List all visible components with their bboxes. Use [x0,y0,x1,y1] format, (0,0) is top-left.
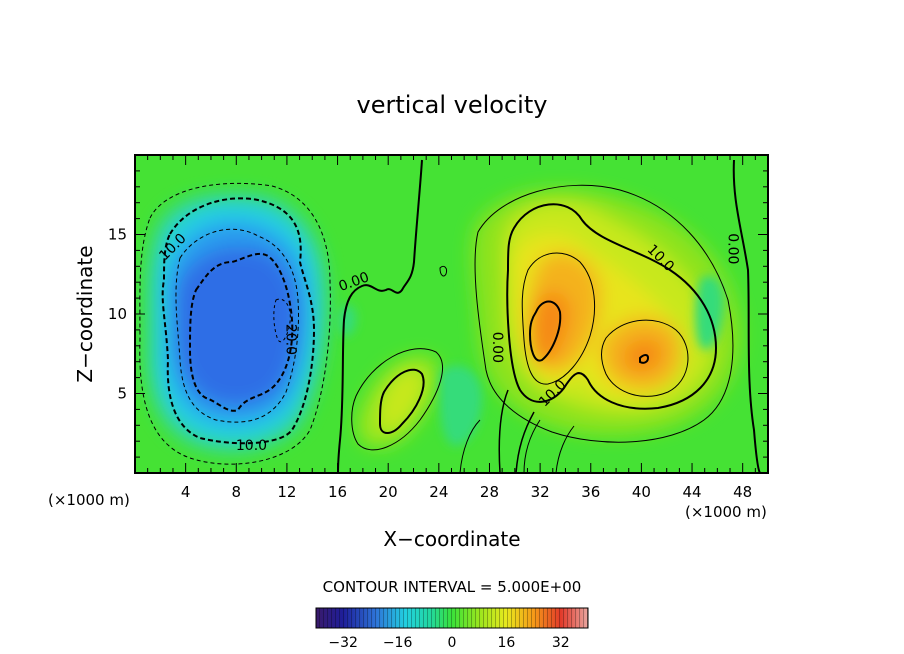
contour-zero-right [732,159,761,473]
colorbar-tick-label: 0 [448,635,457,651]
weak-negative-patches [337,275,725,446]
contour-neg-25 [273,298,291,343]
colorbar-tick-label: 32 [552,635,570,651]
colorbar-tick-label: 16 [497,635,515,651]
x-axis-unit: (×1000 m) [685,503,767,521]
negative-velocity-region [147,193,327,452]
y-tick-label: 5 [117,385,127,403]
contour-zero-low [498,389,535,473]
y-axis-ticks: 5 10 15 [108,170,768,458]
x-tick-label: 40 [632,483,651,501]
contour-label: 0.00 [725,233,741,264]
y-tick-label: 10 [108,305,127,323]
contour-neg-5 [139,182,331,465]
x-tick-label: 44 [682,483,701,501]
contour-neg-20 [188,252,294,412]
contour-zero-central [337,159,423,473]
y-axis-unit: (×1000 m) [48,491,130,509]
positive-velocity-region [357,189,741,448]
x-axis-label: X−coordinate [383,527,520,551]
contour-interval-text: CONTOUR INTERVAL = 5.000E+00 [323,578,582,596]
colorbar-ticks: −32 −16 0 16 32 [328,635,569,651]
x-tick-label: 36 [581,483,600,501]
x-tick-label: 20 [379,483,398,501]
x-tick-label: 28 [480,483,499,501]
colorbar-stripes [316,608,588,628]
colorbar: −32 −16 0 16 32 [315,607,589,651]
contour-pos-20b [639,354,650,364]
x-tick-label: 32 [531,483,550,501]
contour-label: 0.00 [489,332,505,363]
x-tick-label: 12 [277,483,296,501]
contour-label: 20.0 [283,324,299,355]
x-tick-label: 8 [232,483,242,501]
colorbar-tick-label: −16 [383,635,413,651]
y-axis-label: Z−coordinate [73,245,97,382]
contour-neg-15 [175,228,299,423]
contour-bottom-squiggles [459,419,575,473]
x-tick-label: 16 [328,483,347,501]
contour-pos-15b [601,319,689,397]
contour-pos-10 [506,203,718,410]
contour-pos-5 [474,184,734,443]
x-tick-label: 4 [181,483,191,501]
x-tick-label: 48 [733,483,752,501]
contour-small-loop [439,265,447,277]
x-axis-ticks: 4 8 12 16 20 24 28 32 36 40 44 48 [147,155,756,501]
y-tick-label: 15 [108,226,127,244]
contour-label: 10.0 [236,438,267,454]
contour-pos-10-left [378,368,425,434]
contour-pos-15 [521,252,596,385]
x-tick-label: 24 [429,483,448,501]
colorbar-tick-label: −32 [328,635,358,651]
chart-title: vertical velocity [357,91,548,119]
colorbar-frame [315,607,589,629]
contour-lines [139,159,761,473]
contour-pos-5-left [351,348,443,451]
contour-pos-20 [528,300,562,362]
